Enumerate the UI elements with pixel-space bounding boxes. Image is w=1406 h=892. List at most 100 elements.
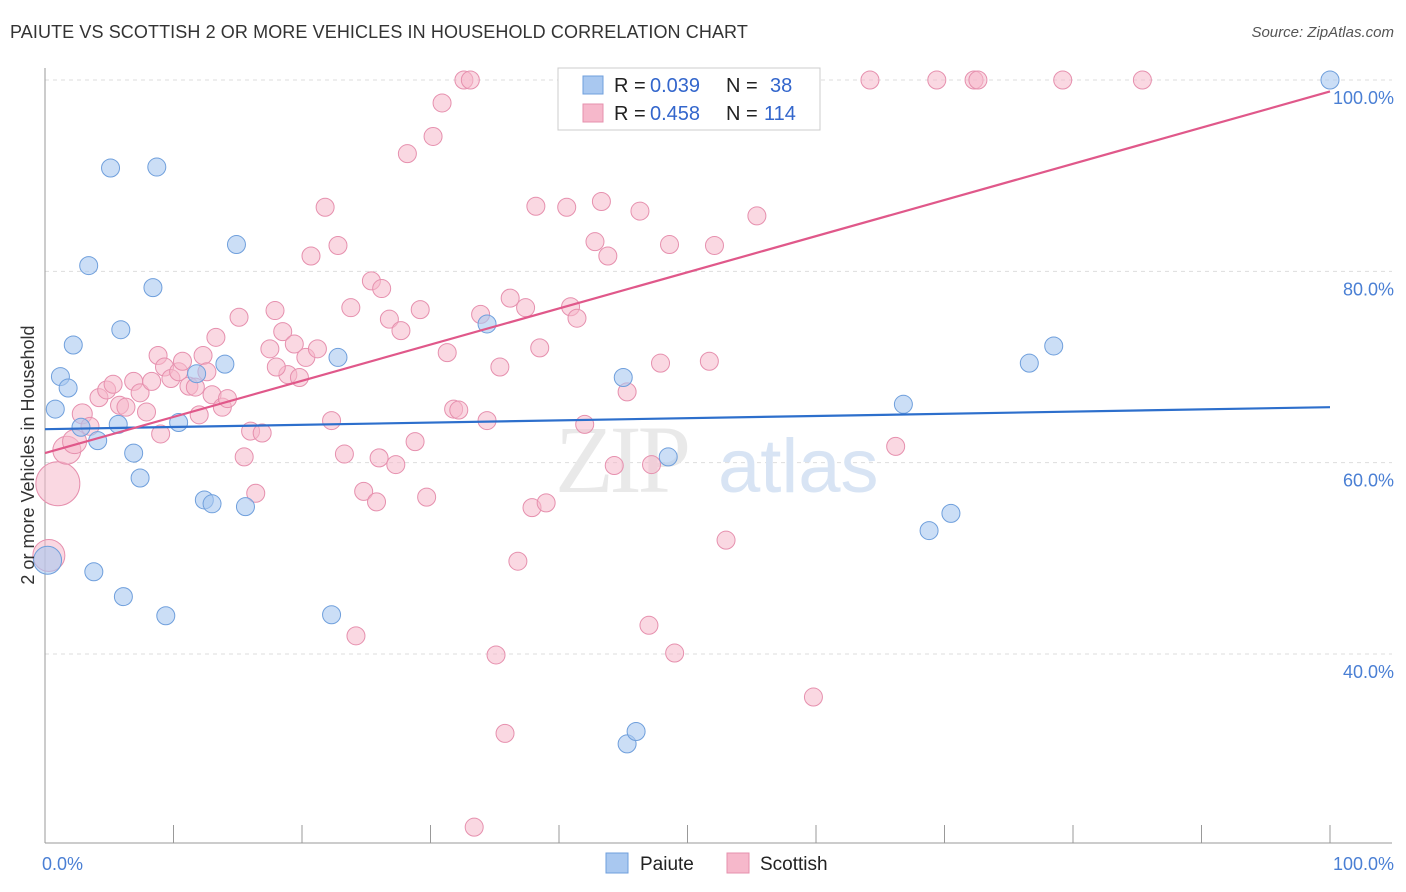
scottish-point <box>354 481 374 501</box>
x-tick-labels: 0.0% 100.0% <box>42 854 1394 874</box>
bottom-legend-scottish: Scottish <box>760 854 828 875</box>
scottish-point <box>716 530 736 550</box>
paiute-point <box>1044 336 1064 356</box>
scottish-point <box>137 402 157 422</box>
scottish-point <box>103 374 123 394</box>
legend-scottish-swatch <box>582 103 604 123</box>
scottish-point <box>651 353 671 373</box>
scottish-point <box>341 298 361 318</box>
trend-lines <box>44 90 1331 455</box>
scottish-point <box>747 206 767 226</box>
y-tick-labels: 40.0% 60.0% 80.0% 100.0% <box>1333 88 1394 682</box>
scottish-trend-line <box>44 90 1331 455</box>
scottish-point <box>307 339 327 359</box>
paiute-point <box>147 157 167 177</box>
paiute-point <box>626 721 646 741</box>
paiute-trend-line <box>44 406 1331 431</box>
bottom-legend-paiute: Paiute <box>640 854 694 875</box>
legend: R = 0.039 N = 38 R = 0.458 N = 114 <box>557 67 821 131</box>
y-tick-label: 80.0% <box>1343 279 1394 299</box>
scottish-point <box>591 191 611 211</box>
legend-paiute-r-label: R = <box>614 75 646 97</box>
scottish-point <box>486 645 506 665</box>
paiute-point <box>84 562 104 582</box>
paiute-point <box>130 468 150 488</box>
watermark-atlas: atlas <box>718 424 879 509</box>
paiute-point <box>613 368 633 388</box>
scottish-point <box>246 483 266 503</box>
source-label: Source: ZipAtlas.com <box>1251 24 1394 41</box>
axes <box>44 68 1392 844</box>
scottish-point <box>575 414 595 434</box>
y-tick-label: 100.0% <box>1333 88 1394 108</box>
scottish-point <box>334 444 354 464</box>
scottish-point <box>557 197 577 217</box>
scottish-point <box>1053 70 1073 90</box>
scottish-point <box>142 371 162 391</box>
watermark: ZIP atlas <box>555 406 879 513</box>
paiute-point <box>1019 353 1039 373</box>
scottish-point <box>516 298 536 318</box>
legend-scottish-n-label: N = <box>726 103 758 125</box>
scottish-point <box>699 351 719 371</box>
scottish-point <box>639 615 659 635</box>
paiute-point <box>113 587 133 607</box>
scottish-point <box>284 334 304 354</box>
scottish-point <box>598 246 618 266</box>
paiute-point <box>235 497 255 517</box>
scottish-point <box>410 300 430 320</box>
paiute-point <box>202 494 222 514</box>
scottish-point <box>260 339 280 359</box>
scottish-point <box>464 817 484 837</box>
grid-lines <box>45 79 1392 655</box>
paiute-point <box>58 378 78 398</box>
legend-scottish-r-label: R = <box>614 103 646 125</box>
paiute-point <box>45 399 65 419</box>
paiute-point <box>101 158 121 178</box>
chart-title: PAIUTE VS SCOTTISH 2 OR MORE VEHICLES IN… <box>10 22 748 42</box>
scottish-points <box>32 70 1152 837</box>
scottish-point <box>704 236 724 256</box>
scottish-point <box>265 301 285 321</box>
paiute-points <box>33 70 1340 754</box>
scottish-point <box>803 687 823 707</box>
scottish-point <box>391 321 411 341</box>
paiute-point <box>71 417 91 437</box>
scottish-point <box>508 551 528 571</box>
scottish-point <box>116 397 136 417</box>
scottish-point <box>423 126 443 146</box>
paiute-point <box>79 256 99 276</box>
scottish-point <box>567 308 587 328</box>
scottish-point <box>234 447 254 467</box>
legend-scottish-r-value: 0.458 <box>650 103 700 125</box>
x-tick-label: 100.0% <box>1333 854 1394 874</box>
scottish-point <box>665 643 685 663</box>
scottish-point <box>449 400 469 420</box>
paiute-point <box>658 447 678 467</box>
scottish-point <box>206 327 226 347</box>
scottish-point <box>886 436 906 456</box>
scottish-point <box>372 279 392 299</box>
scottish-point <box>151 424 171 444</box>
scottish-point <box>437 343 457 363</box>
paiute-point <box>63 335 83 355</box>
scottish-point <box>604 456 624 476</box>
y-tick-label: 40.0% <box>1343 662 1394 682</box>
paiute-point <box>893 394 913 414</box>
scottish-point <box>405 432 425 452</box>
bottom-legend-paiute-swatch <box>605 852 629 874</box>
scottish-point <box>266 357 286 377</box>
y-axis-label: 2 or more Vehicles in Household <box>18 325 38 584</box>
legend-paiute-n-label: N = <box>726 75 758 97</box>
legend-paiute-swatch <box>582 75 604 95</box>
scottish-point <box>585 232 605 252</box>
scottish-point <box>193 346 213 366</box>
scottish-point <box>328 236 348 256</box>
scottish-point <box>526 196 546 216</box>
paiute-point <box>143 278 163 298</box>
scottish-point <box>536 493 556 513</box>
paiute-point <box>226 235 246 255</box>
scottish-point <box>642 455 662 475</box>
scottish-point <box>217 389 237 409</box>
